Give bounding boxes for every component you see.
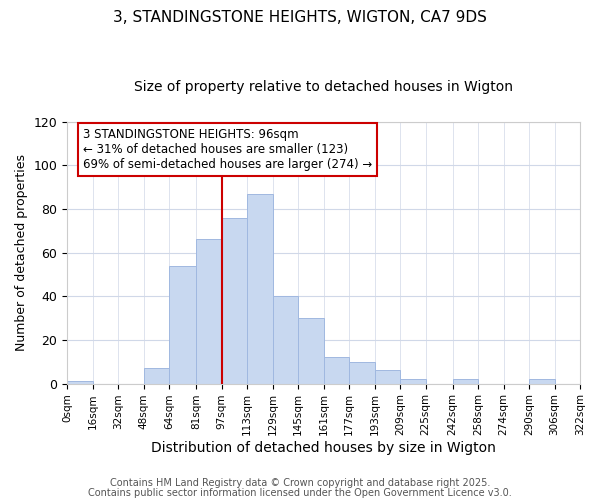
Bar: [529, 379, 554, 384]
Bar: [67, 382, 92, 384]
Bar: [349, 362, 374, 384]
Bar: [272, 296, 298, 384]
Bar: [169, 266, 196, 384]
Y-axis label: Number of detached properties: Number of detached properties: [15, 154, 28, 351]
Title: Size of property relative to detached houses in Wigton: Size of property relative to detached ho…: [134, 80, 513, 94]
Bar: [298, 318, 323, 384]
Bar: [247, 194, 272, 384]
Text: 3 STANDINGSTONE HEIGHTS: 96sqm
← 31% of detached houses are smaller (123)
69% of: 3 STANDINGSTONE HEIGHTS: 96sqm ← 31% of …: [83, 128, 372, 171]
Bar: [221, 218, 247, 384]
Text: Contains HM Land Registry data © Crown copyright and database right 2025.: Contains HM Land Registry data © Crown c…: [110, 478, 490, 488]
X-axis label: Distribution of detached houses by size in Wigton: Distribution of detached houses by size …: [151, 441, 496, 455]
Text: Contains public sector information licensed under the Open Government Licence v3: Contains public sector information licen…: [88, 488, 512, 498]
Bar: [323, 358, 349, 384]
Bar: [374, 370, 400, 384]
Bar: [196, 240, 221, 384]
Text: 3, STANDINGSTONE HEIGHTS, WIGTON, CA7 9DS: 3, STANDINGSTONE HEIGHTS, WIGTON, CA7 9D…: [113, 10, 487, 25]
Bar: [452, 379, 478, 384]
Bar: [400, 379, 425, 384]
Bar: [143, 368, 169, 384]
